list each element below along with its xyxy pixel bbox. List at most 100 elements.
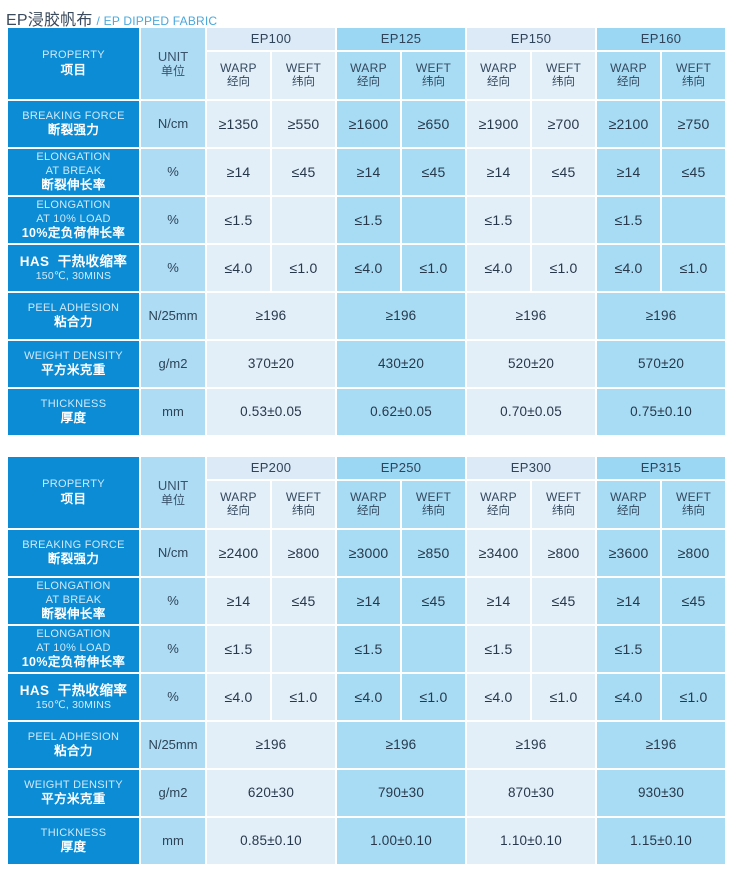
- row-unit-has: %: [141, 674, 205, 720]
- table-row: THICKNESS 厚度 mm 0.53±0.05 0.62±0.05 0.70±0.05…: [8, 389, 726, 435]
- header-weft-en: WEFT: [675, 61, 712, 76]
- cell-elongation_at_break-ep250-weft: ≤45: [402, 578, 466, 624]
- header-group-ep125: EP125: [337, 28, 466, 50]
- header-weft-cn: 纬向: [422, 75, 446, 88]
- row-label-en-line2: AT 10% LOAD: [36, 212, 111, 225]
- header-weft-ep160: WEFT 纬向: [662, 52, 726, 99]
- cell-elongation_10_load-ep315-weft: [662, 626, 726, 672]
- header-warp-en: WARP: [220, 490, 257, 505]
- header-warp-en: WARP: [480, 61, 517, 76]
- cell-elongation_10_load-ep200-weft: [272, 626, 336, 672]
- cell-thickness-ep100: 0.53±0.05: [207, 389, 336, 435]
- cell-elongation_10_load-ep250-warp: ≤1.5: [337, 626, 401, 672]
- row-label-weight_density: WEIGHT DENSITY 平方米克重: [8, 341, 139, 387]
- cell-elongation_10_load-ep125-weft: [402, 197, 466, 243]
- header-weft-cn: 纬向: [682, 504, 706, 517]
- cell-elongation_10_load-ep125-warp: ≤1.5: [337, 197, 401, 243]
- cell-breaking_force-ep100-weft: ≥550: [272, 101, 336, 147]
- row-label-en: THICKNESS: [40, 826, 107, 839]
- cell-elongation_at_break-ep300-weft: ≤45: [532, 578, 596, 624]
- cell-breaking_force-ep250-warp: ≥3000: [337, 530, 401, 576]
- table-row: ELONGATION AT 10% LOAD 10%定负荷伸长率% ≤1.5 ≤1.5 ≤…: [8, 626, 726, 672]
- cell-breaking_force-ep200-weft: ≥800: [272, 530, 336, 576]
- cell-elongation_10_load-ep150-warp: ≤1.5: [467, 197, 531, 243]
- header-unit-cn: 单位: [160, 64, 185, 79]
- table-row: HAS 干热收缩率 150℃, 30MINS% ≤4.0 ≤1.0 ≤4.0 ≤1.0 ≤4…: [8, 674, 726, 720]
- row-unit-breaking_force: N/cm: [141, 530, 205, 576]
- row-unit-peel_adhesion: N/25mm: [141, 293, 205, 339]
- cell-elongation_at_break-ep160-weft: ≤45: [662, 149, 726, 195]
- header-unit-en: UNIT: [157, 477, 189, 493]
- table-row: ELONGATION AT 10% LOAD 10%定负荷伸长率% ≤1.5 ≤1.5 ≤…: [8, 197, 726, 243]
- cell-weight_density-ep200: 620±30: [207, 770, 336, 816]
- cell-elongation_10_load-ep160-warp: ≤1.5: [597, 197, 661, 243]
- header-warp-cn: 经向: [487, 504, 511, 517]
- row-label-en: PEEL ADHESION: [27, 730, 120, 743]
- cell-breaking_force-ep150-weft: ≥700: [532, 101, 596, 147]
- cell-breaking_force-ep300-warp: ≥3400: [467, 530, 531, 576]
- header-property-cell: PROPERTY 项目: [8, 28, 139, 99]
- header-property-en: PROPERTY: [42, 49, 105, 62]
- row-unit-has: %: [141, 245, 205, 291]
- header-weft-en: WEFT: [415, 61, 452, 76]
- cell-elongation_10_load-ep315-warp: ≤1.5: [597, 626, 661, 672]
- cell-elongation_at_break-ep150-weft: ≤45: [532, 149, 596, 195]
- header-weft-cn: 纬向: [292, 75, 315, 88]
- row-label-sub: 150℃, 30MINS: [35, 698, 112, 711]
- table-row: PEEL ADHESION 粘合力 N/25mm ≥196 ≥196 ≥196 ≥196: [8, 293, 726, 339]
- spec-table-1: PROPERTY 项目 UNIT 单位 EP100 EP125 EP150 EP160 WARP…: [6, 26, 728, 437]
- row-label-cn: 断裂强力: [47, 552, 100, 567]
- header-group-ep300: EP300: [467, 457, 596, 479]
- header-warp-en: WARP: [350, 490, 387, 505]
- cell-has-ep100-warp: ≤4.0: [207, 245, 270, 291]
- spec-table-2: PROPERTY 项目 UNIT 单位 EP200 EP250 EP300 EP315 WARP…: [6, 455, 728, 866]
- cell-has-ep150-warp: ≤4.0: [467, 245, 531, 291]
- cell-elongation_at_break-ep160-warp: ≥14: [597, 149, 661, 195]
- header-warp-ep160: WARP 经向: [597, 52, 661, 99]
- row-label-main: HAS 干热收缩率: [19, 253, 128, 269]
- header-unit-cell: UNIT 单位: [141, 457, 205, 528]
- header-warp-ep100: WARP 经向: [207, 52, 270, 99]
- table-row: BREAKING FORCE 断裂强力 N/cm ≥1350 ≥550 ≥1600 ≥650…: [8, 101, 726, 147]
- row-unit-thickness: mm: [141, 818, 205, 864]
- header-warp-ep150: WARP 经向: [467, 52, 531, 99]
- cell-thickness-ep160: 0.75±0.10: [597, 389, 726, 435]
- header-warp-ep315: WARP 经向: [597, 481, 661, 528]
- header-property-cn: 项目: [60, 491, 87, 506]
- header-group-ep160: EP160: [597, 28, 726, 50]
- header-weft-ep125: WEFT 纬向: [402, 52, 466, 99]
- header-weft-en: WEFT: [285, 490, 322, 505]
- row-label-cn: 粘合力: [54, 744, 93, 759]
- header-weft-en: WEFT: [545, 61, 582, 76]
- table-1-body: PROPERTY 项目 UNIT 单位 EP100 EP125 EP150 EP160 WARP…: [8, 28, 726, 435]
- header-unit-cn: 单位: [160, 493, 185, 508]
- cell-weight_density-ep315: 930±30: [597, 770, 726, 816]
- cell-weight_density-ep300: 870±30: [467, 770, 596, 816]
- cell-peel_adhesion-ep300: ≥196: [467, 722, 596, 768]
- cell-breaking_force-ep300-weft: ≥800: [532, 530, 596, 576]
- cell-elongation_at_break-ep200-warp: ≥14: [207, 578, 270, 624]
- row-label-thickness: THICKNESS 厚度: [8, 389, 139, 435]
- cell-has-ep315-weft: ≤1.0: [662, 674, 726, 720]
- header-warp-cn: 经向: [487, 75, 511, 88]
- cell-breaking_force-ep315-weft: ≥800: [662, 530, 726, 576]
- header-weft-ep150: WEFT 纬向: [532, 52, 596, 99]
- cell-thickness-ep125: 0.62±0.05: [337, 389, 466, 435]
- header-group-ep200: EP200: [207, 457, 336, 479]
- header-warp-cn: 经向: [617, 504, 641, 517]
- header-warp-cn: 经向: [617, 75, 641, 88]
- cell-elongation_at_break-ep250-warp: ≥14: [337, 578, 401, 624]
- row-label-cn: 断裂伸长率: [41, 606, 106, 621]
- header-weft-ep100: WEFT 纬向: [272, 52, 336, 99]
- header-warp-en: WARP: [610, 490, 647, 505]
- row-label-en-line1: ELONGATION: [36, 628, 111, 641]
- row-label-cn: 厚度: [60, 840, 87, 855]
- cell-elongation_at_break-ep300-warp: ≥14: [467, 578, 531, 624]
- row-label-cn: 粘合力: [54, 315, 93, 330]
- cell-thickness-ep150: 0.70±0.05: [467, 389, 596, 435]
- cell-peel_adhesion-ep200: ≥196: [207, 722, 336, 768]
- row-label-en-line1: ELONGATION: [36, 151, 111, 164]
- cell-has-ep150-weft: ≤1.0: [532, 245, 596, 291]
- header-unit-en: UNIT: [157, 48, 189, 64]
- row-unit-weight_density: g/m2: [141, 341, 205, 387]
